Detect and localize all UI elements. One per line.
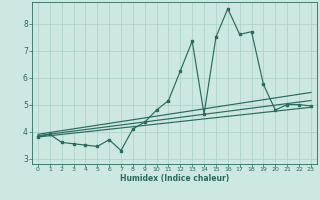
- X-axis label: Humidex (Indice chaleur): Humidex (Indice chaleur): [120, 174, 229, 183]
